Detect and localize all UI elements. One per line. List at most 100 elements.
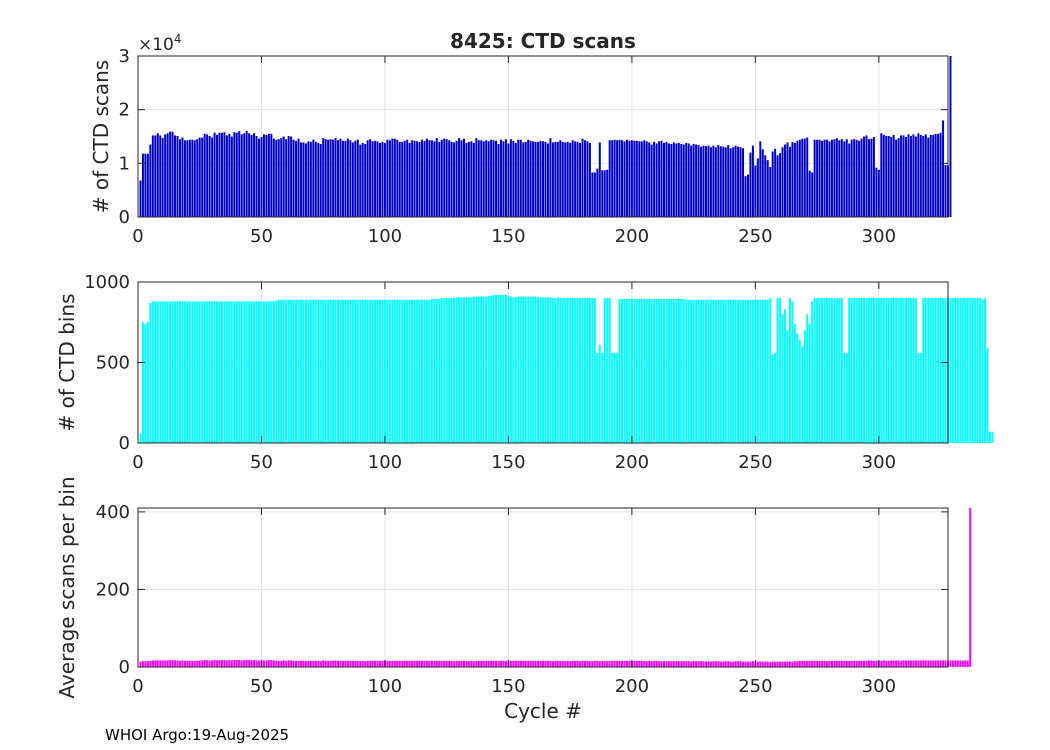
bar	[438, 660, 441, 667]
bar	[341, 299, 344, 443]
bar	[317, 299, 320, 443]
bar	[174, 301, 177, 443]
bar	[376, 299, 379, 443]
bar	[591, 661, 594, 667]
bar	[413, 140, 416, 217]
bar	[712, 299, 715, 443]
bar	[744, 176, 747, 217]
bar	[569, 298, 572, 443]
bar	[707, 145, 710, 217]
bar	[549, 297, 552, 443]
bar	[640, 141, 643, 217]
bar	[954, 298, 957, 443]
bar	[680, 661, 683, 667]
bar	[181, 137, 184, 217]
bar	[307, 141, 310, 217]
y-tick-label: 200	[96, 579, 130, 600]
bar	[756, 158, 759, 217]
bar	[396, 139, 399, 217]
bar	[680, 144, 683, 217]
x-tick-label: 300	[862, 676, 896, 697]
bar	[660, 140, 663, 217]
bar	[621, 298, 624, 443]
bar	[398, 660, 401, 667]
bar	[643, 140, 646, 217]
bar	[522, 142, 525, 217]
bar	[863, 298, 866, 443]
bar	[695, 661, 698, 667]
bar	[796, 333, 799, 443]
bar	[265, 134, 268, 217]
bar	[850, 660, 853, 667]
bar	[349, 299, 352, 443]
bar	[803, 138, 806, 217]
bar	[588, 142, 591, 217]
bar	[418, 141, 421, 217]
bar	[235, 660, 238, 667]
bar	[171, 301, 174, 443]
bar	[529, 660, 532, 667]
bar	[623, 141, 626, 217]
bar	[734, 661, 737, 667]
bar	[537, 141, 540, 217]
x-tick-label: 250	[738, 676, 772, 697]
bar	[220, 301, 223, 443]
bar	[356, 139, 359, 217]
bar	[495, 660, 498, 667]
bar	[840, 139, 843, 217]
bar	[290, 136, 293, 217]
bar	[144, 323, 147, 443]
bar	[821, 140, 824, 217]
bar	[658, 661, 661, 667]
bar	[428, 660, 431, 667]
bar	[771, 661, 774, 667]
bar	[445, 139, 448, 217]
x-tick-label: 100	[368, 452, 402, 473]
bar	[248, 301, 251, 443]
bar	[176, 660, 179, 667]
bar	[218, 660, 221, 667]
bar	[248, 660, 251, 667]
bar	[524, 141, 527, 217]
bar	[808, 660, 811, 667]
bar	[495, 140, 498, 217]
bar	[477, 660, 480, 667]
bar	[529, 296, 532, 443]
bar	[512, 297, 515, 443]
bar	[490, 660, 493, 667]
bar	[653, 660, 656, 667]
bar	[606, 661, 609, 667]
bar	[504, 294, 507, 443]
bar	[850, 298, 853, 443]
bar	[892, 660, 895, 667]
bar	[500, 660, 503, 667]
bar	[914, 298, 917, 443]
bar	[255, 135, 258, 217]
bar	[534, 141, 537, 217]
bar	[462, 297, 465, 443]
bar	[191, 660, 194, 667]
bar	[255, 660, 258, 667]
bar	[917, 660, 920, 667]
bar	[171, 131, 174, 217]
bar	[692, 661, 695, 667]
bar	[791, 661, 794, 667]
bar	[297, 138, 300, 217]
bar	[467, 141, 470, 217]
bar	[751, 299, 754, 443]
bar	[302, 142, 305, 217]
bar	[761, 299, 764, 443]
bar	[551, 661, 554, 667]
bar	[616, 352, 619, 443]
bar	[371, 299, 374, 443]
bar	[645, 141, 648, 217]
bar	[939, 298, 942, 443]
bar	[277, 139, 280, 217]
bar	[890, 660, 893, 667]
bar	[687, 661, 690, 667]
bar	[932, 134, 935, 217]
bar	[672, 661, 675, 667]
bar	[393, 138, 396, 217]
bar	[830, 298, 833, 443]
bar	[546, 297, 549, 443]
